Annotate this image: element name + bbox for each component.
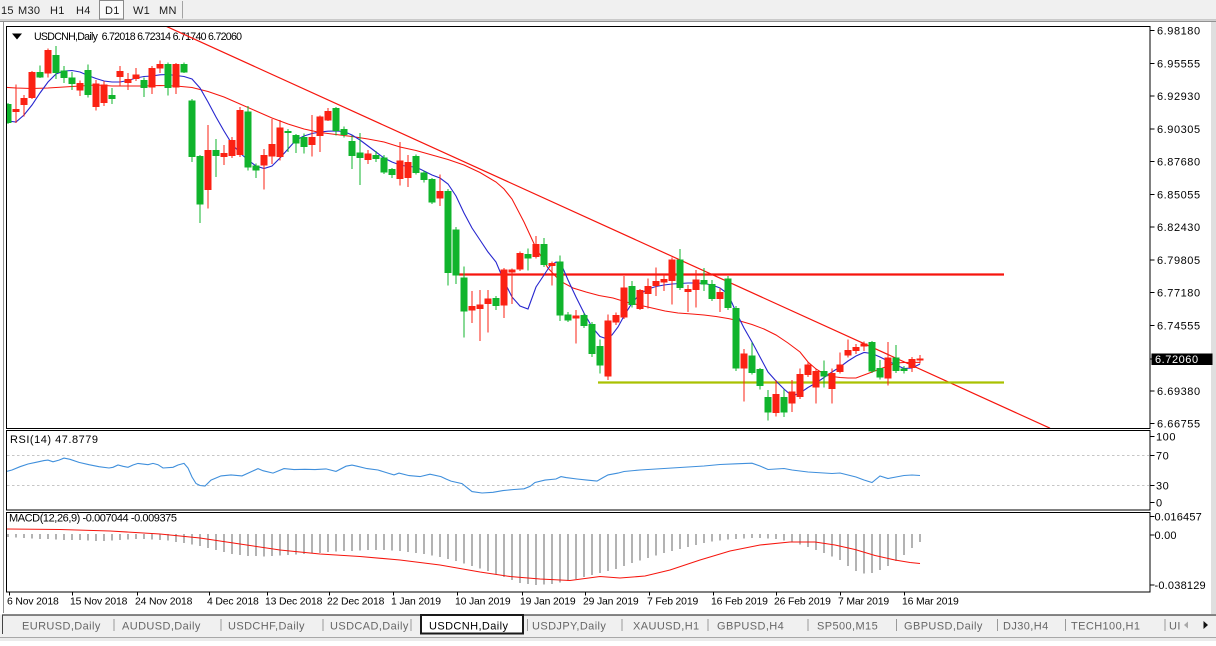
svg-text:4 Dec 2018: 4 Dec 2018 xyxy=(207,597,259,608)
svg-text:6.85055: 6.85055 xyxy=(1157,189,1201,201)
svg-text:16 Mar 2019: 16 Mar 2019 xyxy=(902,597,959,608)
svg-text:UI: UI xyxy=(1169,621,1181,633)
svg-text:D1: D1 xyxy=(105,5,120,17)
svg-text:13 Dec 2018: 13 Dec 2018 xyxy=(265,597,323,608)
svg-text:H1: H1 xyxy=(50,5,65,17)
svg-text:6.98180: 6.98180 xyxy=(1157,26,1201,38)
svg-text:SP500,M15: SP500,M15 xyxy=(817,621,878,633)
svg-text:H4: H4 xyxy=(76,5,91,17)
svg-text:6.95555: 6.95555 xyxy=(1157,58,1201,70)
svg-text:6.72060: 6.72060 xyxy=(1155,354,1199,366)
svg-text:6.74555: 6.74555 xyxy=(1157,320,1201,332)
svg-text:TECH100,H1: TECH100,H1 xyxy=(1071,621,1140,633)
svg-text:7 Mar 2019: 7 Mar 2019 xyxy=(838,597,889,608)
svg-text:USDCNH,Daily 6.72018 6.72314: USDCNH,Daily 6.72018 6.72314 6.71740 6.7… xyxy=(34,31,242,43)
svg-text:7 Feb 2019: 7 Feb 2019 xyxy=(647,597,698,608)
svg-text:6.87680: 6.87680 xyxy=(1157,157,1201,169)
svg-text:M30: M30 xyxy=(18,5,40,17)
svg-text:RSI(14) 47.8779: RSI(14) 47.8779 xyxy=(10,434,98,446)
svg-text:15: 15 xyxy=(1,5,14,17)
svg-text:0: 0 xyxy=(1156,498,1163,510)
svg-text:6.92930: 6.92930 xyxy=(1157,91,1201,103)
svg-text:15 Nov 2018: 15 Nov 2018 xyxy=(70,597,128,608)
svg-text:0.00: 0.00 xyxy=(1155,530,1177,542)
svg-text:24 Nov 2018: 24 Nov 2018 xyxy=(135,597,193,608)
svg-text:6.69380: 6.69380 xyxy=(1157,386,1201,398)
svg-text:GBPUSD,H4: GBPUSD,H4 xyxy=(717,621,784,633)
svg-text:EURUSD,Daily: EURUSD,Daily xyxy=(22,621,101,633)
svg-text:W1: W1 xyxy=(133,5,150,17)
svg-text:USDCHF,Daily: USDCHF,Daily xyxy=(228,621,305,633)
svg-text:100: 100 xyxy=(1156,432,1176,444)
svg-text:29 Jan 2019: 29 Jan 2019 xyxy=(583,597,639,608)
svg-text:USDJPY,Daily: USDJPY,Daily xyxy=(532,621,606,633)
svg-text:MN: MN xyxy=(159,5,177,17)
svg-text:16 Feb 2019: 16 Feb 2019 xyxy=(711,597,768,608)
svg-text:0.016457: 0.016457 xyxy=(1155,512,1202,524)
svg-text:1 Jan 2019: 1 Jan 2019 xyxy=(391,597,441,608)
svg-text:19 Jan 2019: 19 Jan 2019 xyxy=(520,597,576,608)
svg-text:22 Dec 2018: 22 Dec 2018 xyxy=(327,597,385,608)
svg-text:70: 70 xyxy=(1156,451,1169,463)
svg-text:USDCNH,Daily: USDCNH,Daily xyxy=(429,621,508,633)
svg-text:MACD(12,26,9) -0.007044 -0.009: MACD(12,26,9) -0.007044 -0.009375 xyxy=(9,513,177,525)
svg-text:DJ30,H4: DJ30,H4 xyxy=(1003,621,1049,633)
svg-text:6.77180: 6.77180 xyxy=(1157,288,1201,300)
svg-text:GBPUSD,Daily: GBPUSD,Daily xyxy=(904,621,983,633)
svg-text:6.82430: 6.82430 xyxy=(1157,222,1201,234)
svg-text:6.66755: 6.66755 xyxy=(1157,419,1201,431)
svg-text:XAUUSD,H1: XAUUSD,H1 xyxy=(633,621,700,633)
svg-text:6.79805: 6.79805 xyxy=(1157,255,1201,267)
svg-text:USDCAD,Daily: USDCAD,Daily xyxy=(330,621,409,633)
svg-text:6.90305: 6.90305 xyxy=(1157,124,1201,136)
svg-text:-0.038129: -0.038129 xyxy=(1155,580,1206,592)
svg-text:30: 30 xyxy=(1156,481,1169,493)
svg-text:26 Feb 2019: 26 Feb 2019 xyxy=(774,597,831,608)
svg-text:10 Jan 2019: 10 Jan 2019 xyxy=(455,597,511,608)
svg-text:AUDUSD,Daily: AUDUSD,Daily xyxy=(122,621,201,633)
svg-text:6 Nov 2018: 6 Nov 2018 xyxy=(7,597,59,608)
